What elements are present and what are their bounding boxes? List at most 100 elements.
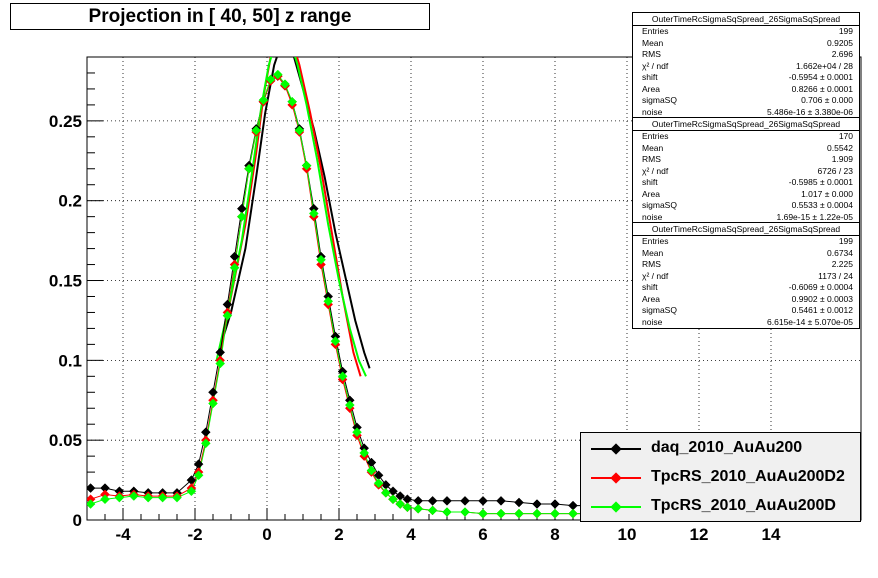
- fit-curve: [217, 57, 371, 369]
- stats-row: Mean 0.5542: [642, 142, 853, 153]
- y-tick-label: 0.05: [49, 431, 82, 450]
- data-point-marker: [100, 494, 110, 505]
- data-point-marker: [251, 125, 262, 136]
- data-point-marker: [114, 492, 125, 503]
- data-point-marker: [186, 486, 197, 497]
- data-point-marker: [157, 492, 168, 503]
- data-point-marker: [128, 491, 139, 501]
- legend-entry-daq: daq_2010_AuAu200: [581, 435, 860, 463]
- stats-row: sigmaSQ 0.706 ± 0.000: [642, 95, 853, 105]
- data-point-marker: [222, 310, 233, 321]
- stats-row: χ² / ndf 6726 / 23: [642, 165, 853, 176]
- plot-title: Projection in [ 40, 50] z range: [88, 6, 352, 27]
- data-point-marker: [287, 96, 298, 107]
- data-point-marker: [380, 488, 391, 498]
- data-point-marker: [143, 492, 154, 503]
- data-point-marker: [308, 208, 319, 219]
- stats-row: χ² / ndf 1173 / 24: [642, 270, 853, 281]
- stats-row: noise 1.69e-15 ± 1.22e-05: [642, 211, 853, 222]
- data-point-marker: [427, 495, 438, 506]
- legend-label: daq_2010_AuAu200: [651, 439, 803, 456]
- data-point-marker: [193, 470, 204, 481]
- stats-row: RMS 2.696: [642, 49, 853, 59]
- data-point-marker: [550, 508, 560, 519]
- data-point-marker: [265, 74, 276, 85]
- data-point-marker: [550, 499, 560, 509]
- data-point-marker: [442, 507, 452, 517]
- data-point-marker: [337, 371, 348, 382]
- y-tick-label: 0.25: [49, 112, 82, 131]
- data-point-marker: [532, 508, 542, 519]
- data-point-marker: [478, 495, 488, 506]
- data-point-marker: [413, 503, 424, 514]
- data-point-marker: [496, 508, 506, 519]
- data-points: [87, 69, 596, 519]
- stats-row: sigmaSQ 0.5533 ± 0.0004: [642, 200, 853, 210]
- data-point-marker: [323, 296, 334, 307]
- x-tick-label: -2: [187, 525, 202, 544]
- stats-row: shift -0.5954 ± 0.0001: [642, 72, 853, 82]
- data-point-marker: [478, 508, 488, 519]
- y-tick-label: 0.2: [58, 192, 82, 211]
- y-tick-label: 0: [73, 511, 82, 530]
- data-point-marker: [344, 400, 355, 410]
- stats-row: Entries 199: [642, 236, 853, 246]
- data-point-marker: [215, 358, 226, 369]
- stats-row: RMS 1.909: [642, 154, 853, 164]
- data-point-marker: [244, 163, 254, 174]
- data-point-marker: [229, 262, 240, 273]
- data-point-marker: [460, 507, 470, 517]
- plot-title-box: Projection in [ 40, 50] z range: [10, 3, 430, 30]
- data-point-marker: [366, 465, 377, 476]
- fit-curve: [215, 57, 367, 377]
- stats-header: OuterTimeRcSigmaSqSpread_26SigmaSqSpread: [633, 13, 859, 26]
- data-point-marker: [87, 483, 96, 493]
- x-tick-label: 2: [334, 525, 343, 544]
- stats-box-3: OuterTimeRcSigmaSqSpread_26SigmaSqSpread…: [632, 222, 860, 329]
- legend-diamond-marker: [610, 443, 622, 455]
- axis-ticks: -4 -2 0 2 4 6 8 10 12 14 0 0.05 0.1 0.15 0.2 0.25: [49, 72, 862, 544]
- data-point-marker: [200, 438, 211, 449]
- data-point-marker: [442, 495, 452, 506]
- legend-entry-tpcrs-d: TpcRS_2010_AuAu200D: [581, 493, 860, 521]
- legend-entry-tpcrs-d2: TpcRS_2010_AuAu200D2: [581, 464, 860, 492]
- stats-box-2: OuterTimeRcSigmaSqSpread_26SigmaSqSpread…: [632, 117, 860, 224]
- legend-diamond-marker: [610, 501, 622, 513]
- data-point-marker: [301, 160, 312, 171]
- stats-header: OuterTimeRcSigmaSqSpread_26SigmaSqSpread: [633, 118, 859, 131]
- stats-row: Area 0.9902 ± 0.0003: [642, 293, 853, 304]
- data-point-marker: [352, 427, 362, 438]
- data-point-marker: [460, 495, 470, 506]
- data-point-marker: [330, 336, 341, 347]
- data-point-marker: [568, 508, 578, 519]
- data-point-marker: [532, 499, 542, 509]
- data-point-marker: [359, 448, 370, 458]
- stats-row: RMS 2.225: [642, 259, 853, 269]
- data-point-marker: [316, 254, 326, 265]
- data-point-marker: [514, 497, 524, 508]
- stats-row: Mean 0.6734: [642, 247, 853, 258]
- x-tick-label: 0: [262, 525, 271, 544]
- stats-header: OuterTimeRcSigmaSqSpread_26SigmaSqSpread: [633, 223, 859, 236]
- fit-curves: [215, 57, 371, 377]
- data-point-marker: [496, 495, 506, 506]
- stats-box-1: OuterTimeRcSigmaSqSpread_26SigmaSqSpread…: [632, 12, 860, 119]
- stats-row: Area 0.8266 ± 0.0001: [642, 83, 853, 94]
- y-tick-label: 0.15: [49, 272, 82, 291]
- y-tick-label: 0.1: [58, 351, 82, 370]
- legend-diamond-marker: [610, 472, 622, 484]
- stats-row: χ² / ndf 1.662e+04 / 28: [642, 60, 853, 71]
- x-tick-label: 8: [550, 525, 559, 544]
- stats-row: noise 5.486e-16 ± 3.380e-06: [642, 106, 853, 117]
- x-tick-label: 14: [762, 525, 781, 544]
- data-point-marker: [373, 478, 384, 489]
- data-point-marker: [514, 508, 524, 519]
- data-point-marker: [388, 494, 398, 505]
- data-point-marker: [294, 125, 305, 136]
- legend-label: TpcRS_2010_AuAu200D2: [651, 468, 845, 485]
- stats-row: sigmaSQ 0.5461 ± 0.0012: [642, 305, 853, 315]
- stats-row: Area 1.017 ± 0.000: [642, 188, 853, 199]
- x-tick-label: -4: [115, 525, 131, 544]
- data-point-marker: [172, 492, 182, 503]
- data-point-marker: [427, 505, 438, 516]
